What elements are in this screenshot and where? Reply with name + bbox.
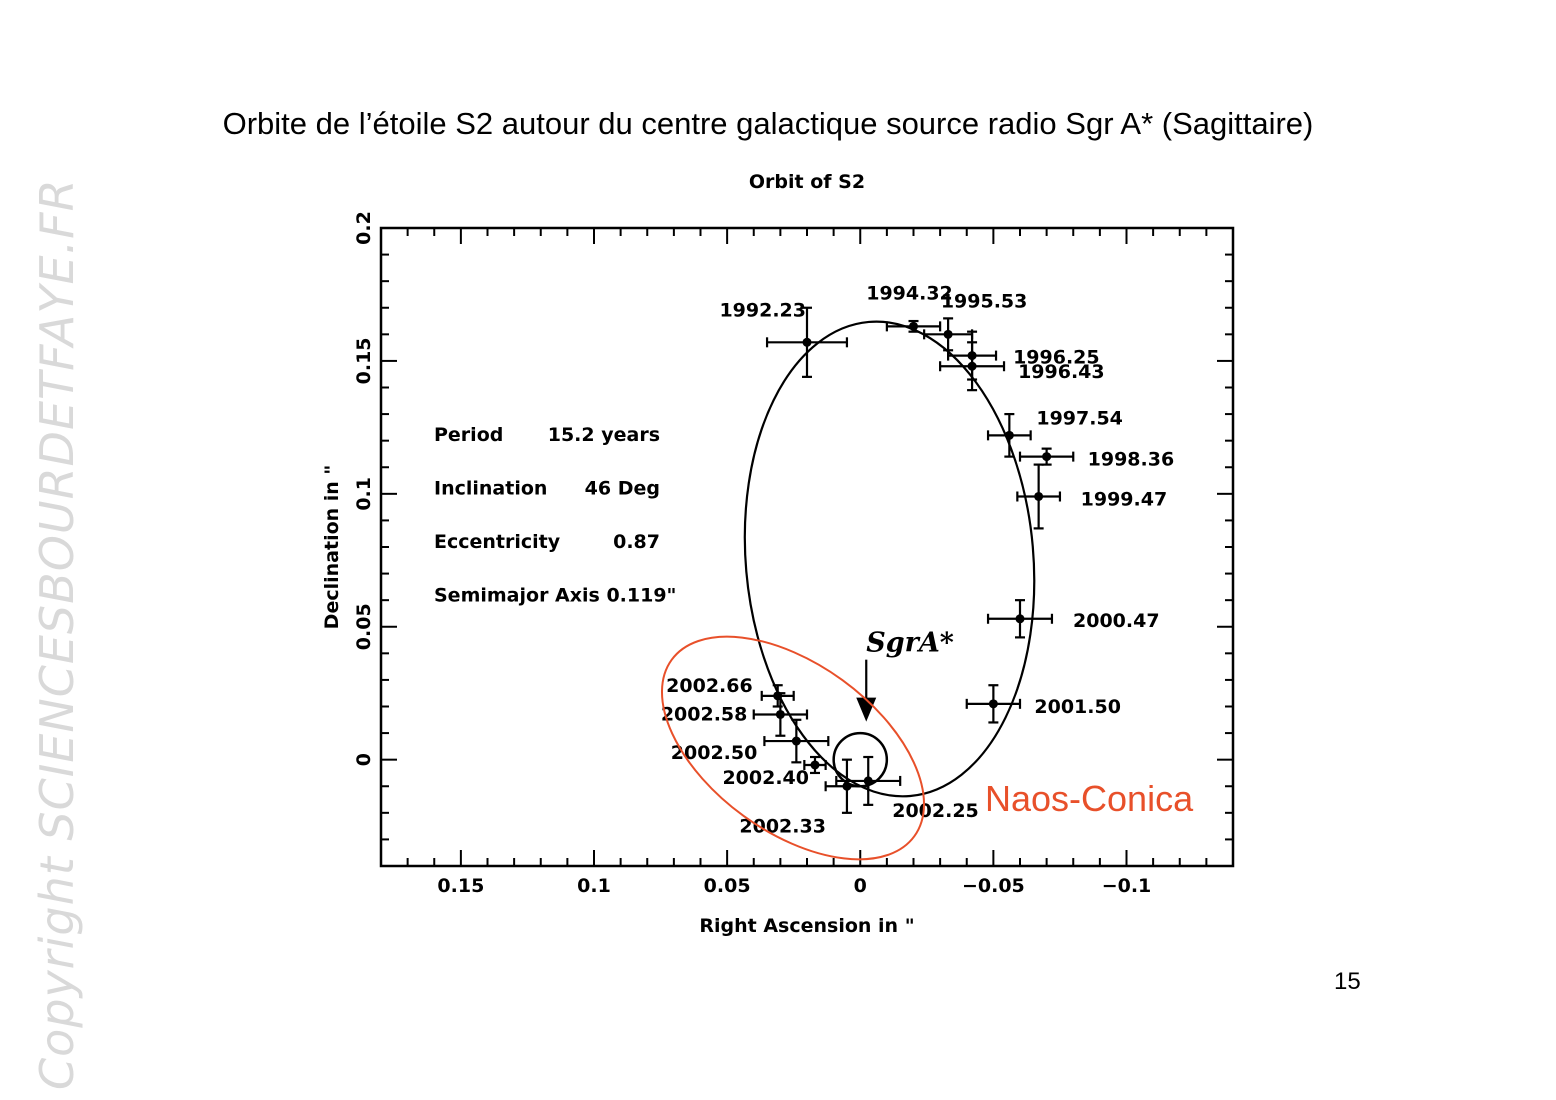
x-tick-label: 0.15 <box>437 875 484 897</box>
data-point-label: 1999.47 <box>1081 488 1168 510</box>
data-point-group: 1997.54 <box>986 407 1123 458</box>
y-tick-label: 0.15 <box>353 337 375 384</box>
data-point-group: 2002.33 <box>739 758 870 837</box>
parameter-label: Semimajor Axis 0.119" <box>434 585 676 607</box>
sgra-label: SgrA* <box>866 628 954 659</box>
data-point-label: 1995.53 <box>941 290 1028 312</box>
data-point-label: 1992.23 <box>719 299 806 321</box>
x-tick-label: 0.05 <box>704 875 751 897</box>
data-point-group: 1994.32 <box>866 282 953 333</box>
data-point-group: 2002.40 <box>722 755 827 789</box>
data-point-label: 1998.36 <box>1088 449 1175 471</box>
x-tick-label: 0 <box>854 875 867 897</box>
data-point-group: 2001.50 <box>965 684 1121 724</box>
axis-ticks <box>381 227 1233 867</box>
data-point-label: 2002.58 <box>661 703 748 725</box>
data-point-label: 1994.32 <box>866 282 953 304</box>
data-point-label: 1996.25 <box>1013 347 1100 369</box>
x-axis-label: Right Ascension in " <box>699 915 914 937</box>
data-point-group: 1999.47 <box>1016 463 1168 530</box>
y-tick-label: 0 <box>353 753 375 766</box>
data-point-label: 2002.66 <box>666 675 753 697</box>
x-tick-label: −0.05 <box>962 875 1025 897</box>
parameter-label: Eccentricity <box>434 531 561 553</box>
data-point-label: 2001.50 <box>1034 696 1121 718</box>
data-point-group: 1996.25 <box>947 330 1100 381</box>
y-tick-label: 0.2 <box>353 211 375 245</box>
data-point-group: 2002.66 <box>666 675 795 708</box>
parameter-value: 0.87 <box>613 531 660 553</box>
data-point <box>791 736 801 746</box>
orbit-ellipse <box>743 320 1036 798</box>
data-point <box>810 760 820 770</box>
chart-title: Orbit of S2 <box>749 171 865 193</box>
data-point <box>943 329 953 339</box>
data-point <box>967 361 977 371</box>
data-point-label: 2000.47 <box>1073 610 1160 632</box>
y-tick-label: 0.05 <box>353 603 375 650</box>
data-point <box>1034 491 1044 501</box>
parameter-label: Inclination <box>434 478 547 500</box>
data-point-group: 2002.58 <box>661 692 809 737</box>
data-point-label: 1997.54 <box>1036 407 1123 429</box>
data-point-group: 1998.36 <box>1018 447 1175 471</box>
naos-conica-label: Naos-Conica <box>985 778 1194 819</box>
data-point-label: 2002.25 <box>892 800 979 822</box>
data-point-group: 1992.23 <box>719 299 849 378</box>
axis-tick-labels: 0.15 0.1 0.05 0 −0.05 −0.1 0 0.05 0.1 0.15 0.2 <box>353 211 1151 897</box>
parameter-value: 15.2 years <box>548 424 660 446</box>
data-point <box>775 709 785 719</box>
orbit-layer <box>743 320 1036 798</box>
chart-annotations: SgrA* Naos-Conica <box>660 628 1194 861</box>
data-point-label: 1996.43 <box>1018 361 1105 383</box>
data-point <box>802 337 812 347</box>
data-point-group: 1996.43 <box>939 341 1105 392</box>
data-point <box>988 699 998 709</box>
x-tick-label: −0.1 <box>1102 875 1152 897</box>
highlight-ellipse <box>660 635 926 861</box>
sgra-circle <box>832 731 889 788</box>
x-tick-label: 0.1 <box>577 875 611 897</box>
data-point-label: 2002.50 <box>671 742 758 764</box>
data-point <box>1042 452 1052 462</box>
page-number: 15 <box>1334 968 1361 995</box>
orbit-parameters: Period 15.2 years Inclination 46 Deg Eccentr… <box>434 424 676 607</box>
data-point-group: 2002.50 <box>671 718 830 764</box>
data-point-group: 2000.47 <box>986 599 1160 639</box>
data-point <box>1015 614 1025 624</box>
data-point <box>909 321 918 331</box>
parameter-label: Period <box>434 424 503 446</box>
data-point <box>1004 430 1014 440</box>
data-point-group: 2002.25 <box>835 755 979 822</box>
parameter-value: 46 Deg <box>585 478 660 500</box>
slide-title: Orbite de l’étoile S2 autour du centre g… <box>222 106 1314 141</box>
y-tick-label: 0.1 <box>353 477 375 511</box>
data-point-label: 2002.33 <box>739 815 826 837</box>
sgra-arrow-head <box>856 697 877 722</box>
y-axis-label: Declination in " <box>321 465 343 630</box>
data-point-label: 2002.40 <box>722 767 809 789</box>
